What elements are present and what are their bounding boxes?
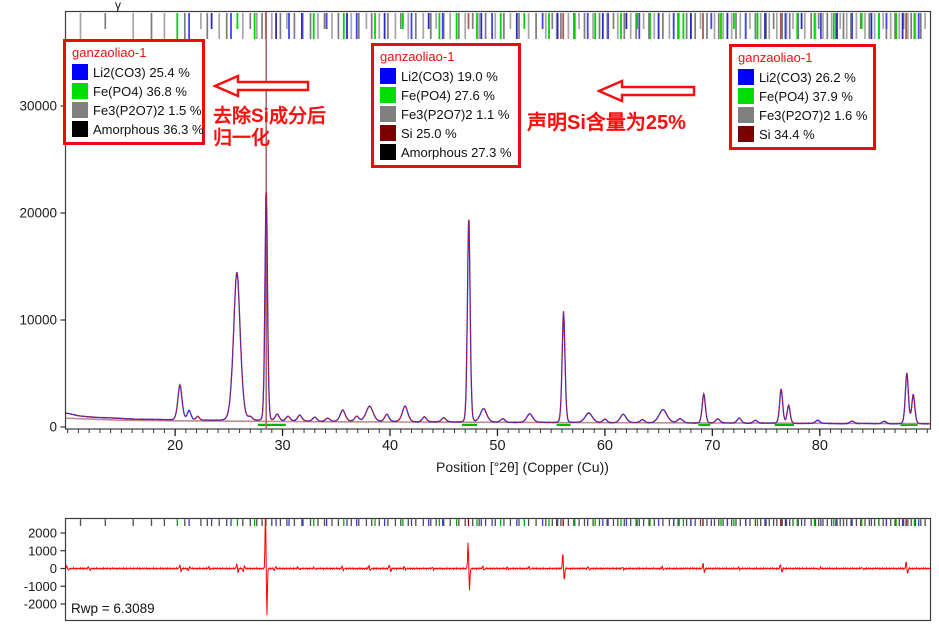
svg-text:30: 30 xyxy=(274,438,290,454)
phase-percentage-label: Amorphous 36.3 % xyxy=(93,121,204,137)
phase-color-swatch-icon xyxy=(72,121,88,137)
phase-percentage-label: Li2(CO3) 26.2 % xyxy=(759,69,856,85)
legend-item: Fe3(P2O7)2 1.5 % xyxy=(72,102,201,118)
phase-percentage-label: Li2(CO3) 25.4 % xyxy=(93,64,190,80)
y-axis-ticks-main: 0 10000 20000 30000 xyxy=(19,99,66,435)
phase-percentage-label: Fe3(P2O7)2 1.1 % xyxy=(401,106,510,122)
difference-curve xyxy=(66,518,930,616)
svg-text:20000: 20000 xyxy=(19,206,57,221)
annotation-line: 归一化 xyxy=(213,128,271,149)
reflection-ticks-residual xyxy=(79,519,926,526)
svg-text:70: 70 xyxy=(704,438,720,454)
svg-text:2000: 2000 xyxy=(28,526,57,541)
legend-item: Si 25.0 % xyxy=(380,125,512,141)
phase-percentage-label: Fe(PO4) 37.9 % xyxy=(759,88,853,104)
legend-item: Amorphous 27.3 % xyxy=(380,144,512,160)
legend-box-normalized[interactable]: ganzaoliao-1 Li2(CO3) 25.4 % Fe(PO4) 36.8… xyxy=(63,39,205,145)
calculated-curve xyxy=(65,191,931,425)
svg-text:-2000: -2000 xyxy=(24,597,57,612)
observed-curve xyxy=(65,192,931,425)
svg-text:60: 60 xyxy=(597,438,613,454)
annotation-line: 去除Si成分后 xyxy=(213,106,326,127)
phase-color-swatch-icon xyxy=(380,68,396,84)
phase-percentage-label: Fe(PO4) 36.8 % xyxy=(93,83,187,99)
legend-item: Fe3(P2O7)2 1.1 % xyxy=(380,106,512,122)
legend-title: ganzaoliao-1 xyxy=(738,50,813,65)
phase-color-swatch-icon xyxy=(380,144,396,160)
svg-text:40: 40 xyxy=(382,438,398,454)
phase-color-swatch-icon xyxy=(380,125,396,141)
annotation-remove-si: 去除Si成分后 归一化 xyxy=(211,74,373,150)
legend-item: Fe(PO4) 27.6 % xyxy=(380,87,512,103)
phase-color-swatch-icon xyxy=(380,106,396,122)
svg-text:30000: 30000 xyxy=(19,99,57,114)
phase-color-swatch-icon xyxy=(738,88,754,104)
phase-color-swatch-icon xyxy=(72,83,88,99)
y-axis-ticks-residual: 2000 1000 0 -1000 -2000 xyxy=(24,526,66,612)
panel-borders xyxy=(64,10,932,622)
phase-color-swatch-icon xyxy=(380,87,396,103)
gamma-peak-marker: γ xyxy=(115,0,121,12)
legend-item: Fe3(P2O7)2 1.6 % xyxy=(738,107,867,123)
x-axis-ticks: 20 30 40 50 60 70 80 xyxy=(67,429,928,454)
svg-text:80: 80 xyxy=(812,438,828,454)
phase-color-swatch-icon xyxy=(738,107,754,123)
legend-item: Fe(PO4) 37.9 % xyxy=(738,88,867,104)
legend-item: Li2(CO3) 25.4 % xyxy=(72,64,196,80)
phase-percentage-label: Fe(PO4) 27.6 % xyxy=(401,87,495,103)
phase-color-swatch-icon xyxy=(72,64,88,80)
phase-percentage-label: Amorphous 27.3 % xyxy=(401,144,512,160)
svg-text:0: 0 xyxy=(49,420,57,435)
legend-item: Fe(PO4) 36.8 % xyxy=(72,83,196,99)
annotation-declare-si: 声明Si含量为25% xyxy=(527,79,727,135)
legend-item: Si 34.4 % xyxy=(738,126,867,142)
legend-item: Li2(CO3) 19.0 % xyxy=(380,68,512,84)
legend-title: ganzaoliao-1 xyxy=(380,49,455,64)
svg-text:10000: 10000 xyxy=(19,313,57,328)
phase-color-swatch-icon xyxy=(738,69,754,85)
legend-box-with-si[interactable]: ganzaoliao-1 Li2(CO3) 19.0 % Fe(PO4) 27.6… xyxy=(371,43,521,168)
x-axis-title: Position [°2θ] (Copper (Cu)) xyxy=(436,459,609,475)
svg-text:0: 0 xyxy=(50,561,57,576)
legend-item: Amorphous 36.3 % xyxy=(72,121,204,137)
phase-percentage-label: Fe3(P2O7)2 1.6 % xyxy=(759,107,868,123)
rwp-value-label: Rwp = 6.3089 xyxy=(71,601,155,616)
phase-percentage-label: Li2(CO3) 19.0 % xyxy=(401,68,498,84)
phase-percentage-label: Fe3(P2O7)2 1.5 % xyxy=(93,102,202,118)
svg-text:20: 20 xyxy=(167,438,183,454)
legend-item: Li2(CO3) 26.2 % xyxy=(738,69,867,85)
svg-text:1000: 1000 xyxy=(28,543,57,558)
phase-percentage-label: Si 34.4 % xyxy=(759,126,815,142)
left-arrow-icon xyxy=(595,79,727,108)
annotation-line: 声明Si含量为25% xyxy=(527,112,686,134)
phase-percentage-label: Si 25.0 % xyxy=(401,125,457,141)
svg-text:50: 50 xyxy=(489,438,505,454)
reflection-ticks-main xyxy=(79,13,926,39)
phase-color-swatch-icon xyxy=(72,102,88,118)
left-arrow-icon xyxy=(211,74,373,103)
legend-title: ganzaoliao-1 xyxy=(72,45,147,60)
svg-text:-1000: -1000 xyxy=(24,579,57,594)
phase-color-swatch-icon xyxy=(738,126,754,142)
legend-box-si-renormalized[interactable]: ganzaoliao-1 Li2(CO3) 26.2 % Fe(PO4) 37.9… xyxy=(729,44,876,150)
